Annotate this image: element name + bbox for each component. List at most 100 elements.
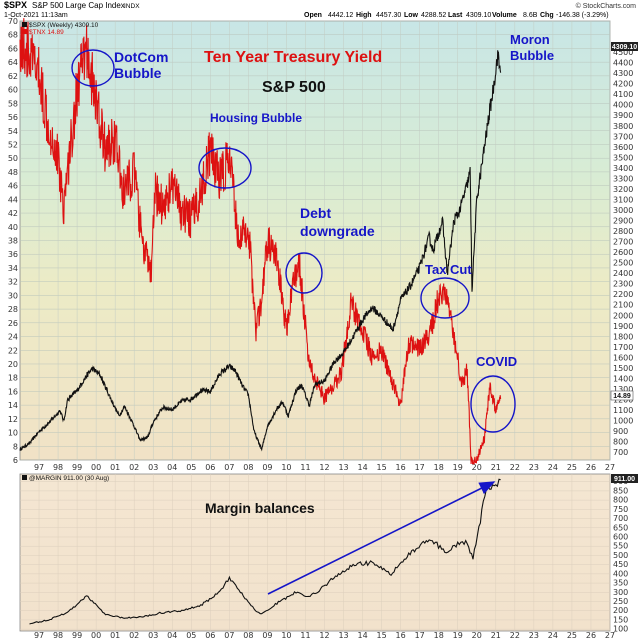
right-axis-tick-label: 800 xyxy=(613,438,628,447)
top-x-axis-ticks: 97 98 99 00 01 02 03 04 05 06 07 08 09 10 11 12 13 14 15 16… xyxy=(34,463,615,472)
symbol-label: $SPX xyxy=(4,0,27,10)
tnx-last-badge: 14.89 xyxy=(610,390,634,401)
top-x-tick-label: 08 xyxy=(243,463,253,472)
left-axis-tick-label: 28 xyxy=(8,305,18,314)
margin-balances-label: Margin balances xyxy=(205,500,315,516)
top-x-tick-label: 98 xyxy=(53,463,63,472)
moron-label-line1: Moron xyxy=(510,32,550,47)
top-x-tick-label: 18 xyxy=(434,463,444,472)
margin-axis-tick-label: 550 xyxy=(613,542,628,551)
top-x-tick-label: 26 xyxy=(586,463,596,472)
right-axis-tick-label: 2800 xyxy=(613,227,633,236)
right-axis-tick-label: 3300 xyxy=(613,174,633,183)
top-x-tick-label: 02 xyxy=(129,463,139,472)
bottom-x-tick-label: 16 xyxy=(396,631,406,640)
spx-last-badge-text: 4309.10 xyxy=(612,44,637,51)
right-axis-tick-label: 2700 xyxy=(613,238,633,247)
left-axis-tick-label: 48 xyxy=(8,168,18,177)
bottom-x-tick-label: 98 xyxy=(53,631,63,640)
left-axis-tick-label: 50 xyxy=(8,154,18,163)
low-value: 4288.52 xyxy=(421,12,446,19)
top-x-tick-label: 04 xyxy=(167,463,177,472)
moron-label-line2: Bubble xyxy=(510,48,554,63)
open-value: 4442.12 xyxy=(328,12,353,19)
tnx-series-line xyxy=(19,18,502,465)
tax-cut-circle xyxy=(420,277,470,319)
high-label: High xyxy=(356,12,372,19)
margin-axis-tick-label: 750 xyxy=(613,505,628,514)
top-x-tick-label: 07 xyxy=(224,463,234,472)
treasury-title: Ten Year Treasury Yield xyxy=(204,49,382,66)
margin-axis-tick-label: 250 xyxy=(613,597,628,606)
right-axis-tick-label: 1800 xyxy=(613,332,633,341)
top-x-tick-label: 23 xyxy=(529,463,539,472)
spx-last-badge: 4309.10 xyxy=(611,42,638,51)
bottom-x-tick-label: 10 xyxy=(281,631,291,640)
right-axis-tick-label: 2500 xyxy=(613,259,633,268)
margin-axis-tick-label: 100 xyxy=(613,625,628,634)
volume-value: 8.6B xyxy=(523,12,538,19)
right-axis-tick-label: 2000 xyxy=(613,311,633,320)
chg-value: -146.38 (-3.29%) xyxy=(556,12,609,19)
left-axis-tick-label: 70 xyxy=(8,17,18,26)
top-x-tick-label: 99 xyxy=(72,463,82,472)
bottom-x-tick-label: 17 xyxy=(415,631,425,640)
right-axis-tick-label: 2300 xyxy=(613,280,633,289)
bottom-x-tick-label: 21 xyxy=(491,631,501,640)
spx-title: S&P 500 xyxy=(262,79,326,96)
bottom-x-tick-label: 24 xyxy=(548,631,558,640)
top-x-tick-label: 11 xyxy=(300,463,310,472)
right-axis-tick-label: 900 xyxy=(613,427,628,436)
bottom-x-tick-label: 15 xyxy=(377,631,387,640)
margin-axis-tick-label: 150 xyxy=(613,615,628,624)
chg-label: Chg xyxy=(540,12,554,19)
debt-circle xyxy=(285,252,323,294)
top-x-tick-label: 13 xyxy=(338,463,348,472)
right-axis-tick-label: 3600 xyxy=(613,143,633,152)
left-axis-tick-label: 66 xyxy=(8,44,18,53)
right-axis-tick-label: 4000 xyxy=(613,101,633,110)
left-axis-tick-label: 32 xyxy=(8,278,18,287)
top-x-tick-label: 22 xyxy=(510,463,520,472)
bottom-x-tick-label: 07 xyxy=(224,631,234,640)
high-value: 4457.30 xyxy=(376,12,401,19)
open-label: Open xyxy=(304,12,322,19)
debt-label-line2: downgrade xyxy=(300,223,375,239)
left-axis-tick-label: 54 xyxy=(8,127,18,136)
right-axis-tick-label: 4200 xyxy=(613,80,633,89)
top-legend: $SPX (Weekly) 4309.10 $TNX 14.89 xyxy=(22,22,99,36)
top-x-tick-label: 12 xyxy=(319,463,329,472)
bottom-legend: @MARGIN 911.00 (30 Aug) xyxy=(22,475,109,482)
right-axis-tick-label: 3900 xyxy=(613,111,633,120)
right-axis-tick-label: 1300 xyxy=(613,385,633,394)
margin-axis-tick-label: 700 xyxy=(613,514,628,523)
margin-axis-tick-label: 800 xyxy=(613,496,628,505)
left-axis-tick-label: 24 xyxy=(8,333,18,342)
top-x-tick-label: 01 xyxy=(110,463,120,472)
top-x-tick-label: 21 xyxy=(491,463,501,472)
right-axis-tick-label: 2100 xyxy=(613,301,633,310)
bottom-x-tick-label: 01 xyxy=(110,631,120,640)
margin-legend-swatch xyxy=(22,475,27,480)
top-x-tick-label: 10 xyxy=(281,463,291,472)
margin-series-line xyxy=(29,478,501,625)
margin-axis-tick-label: 850 xyxy=(613,486,628,495)
bottom-x-axis-ticks: 97 98 99 00 01 02 03 04 05 06 07 08 09 10 11 12 13 14 15 16… xyxy=(34,631,615,640)
index-name: S&P 500 Large Cap Index xyxy=(32,1,125,10)
margin-axis-tick-label: 300 xyxy=(613,588,628,597)
bottom-x-tick-label: 25 xyxy=(567,631,577,640)
tnx-legend-swatch xyxy=(22,29,27,34)
left-axis-tick-label: 36 xyxy=(8,250,18,259)
left-axis-tick-label: 20 xyxy=(8,360,18,369)
margin-last-badge: 911.00 xyxy=(611,474,638,483)
margin-last-badge-text: 911.00 xyxy=(614,476,635,483)
left-axis-tick-label: 22 xyxy=(8,346,18,355)
left-axis-tick-label: 42 xyxy=(8,209,18,218)
covid-circle xyxy=(470,375,516,433)
left-axis-tick-label: 52 xyxy=(8,140,18,149)
top-x-tick-label: 27 xyxy=(605,463,615,472)
margin-axis-tick-label: 200 xyxy=(613,606,628,615)
right-axis-tick-label: 3100 xyxy=(613,195,633,204)
left-axis-tick-label: 18 xyxy=(8,374,18,383)
